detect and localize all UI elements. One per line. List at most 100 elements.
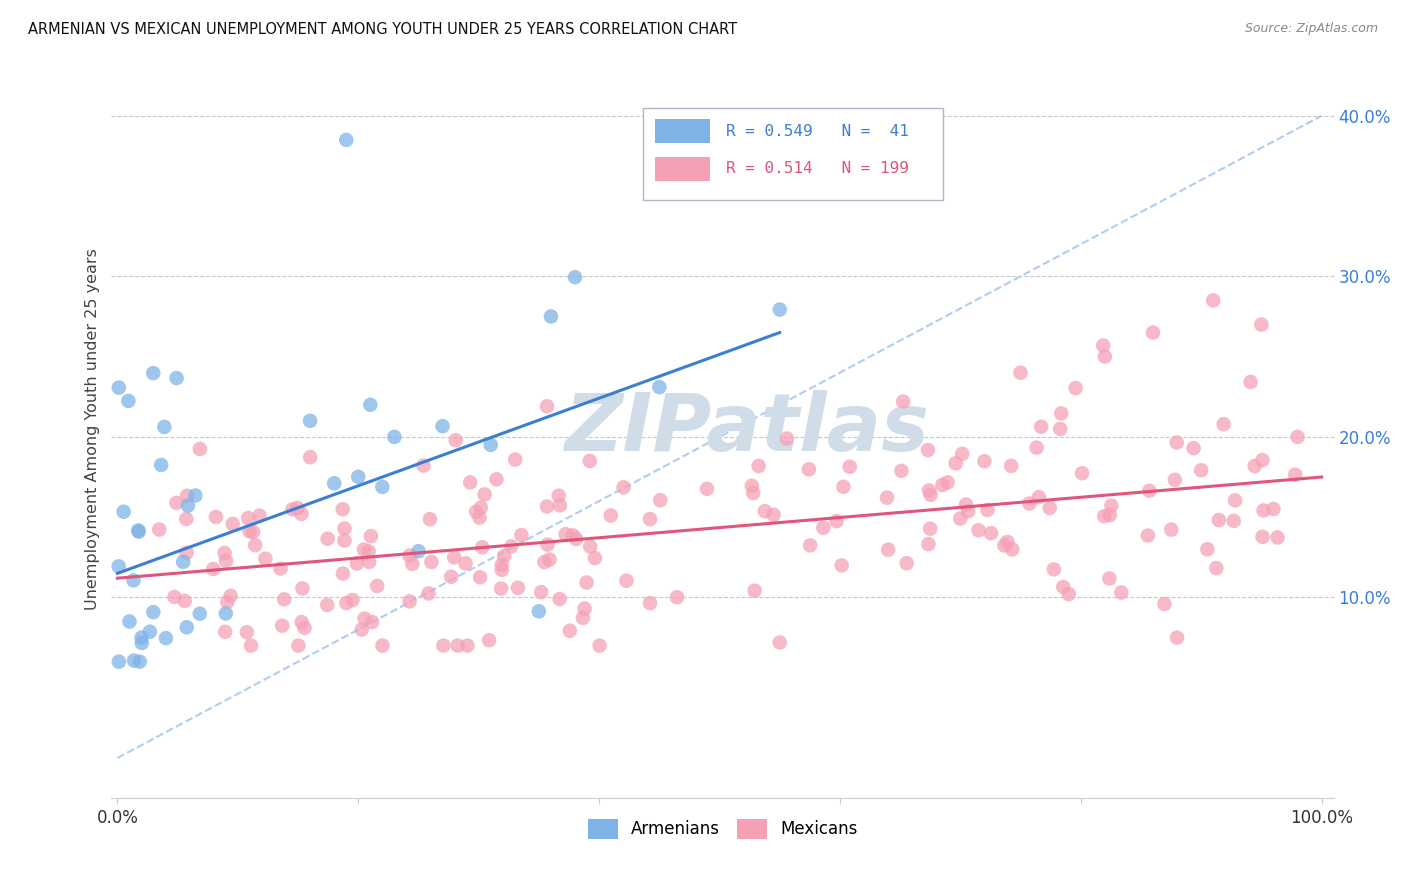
Point (980, 526, 1002, 541)
Point (503, 452, 526, 467)
Point (876, 491, 898, 505)
Point (335, 596, 357, 610)
Point (188, 442, 211, 456)
Point (665, 591, 688, 605)
Point (163, 590, 186, 604)
Point (173, 594, 195, 608)
Point (165, 496, 187, 510)
Point (342, 593, 364, 607)
Point (744, 583, 766, 598)
Point (741, 479, 763, 493)
Point (1153, 597, 1175, 611)
Point (398, 549, 420, 563)
Point (474, 487, 496, 501)
Point (176, 620, 198, 634)
Point (291, 582, 314, 596)
Point (967, 523, 990, 537)
Point (579, 540, 602, 554)
Point (574, 601, 596, 615)
Point (1071, 467, 1094, 481)
Point (489, 582, 512, 596)
Point (217, 595, 239, 609)
Point (172, 555, 194, 569)
Point (323, 476, 346, 491)
Text: ZIPatlas: ZIPatlas (564, 390, 929, 468)
Point (240, 639, 263, 653)
Point (813, 521, 835, 535)
Point (931, 478, 953, 492)
Point (1136, 528, 1159, 542)
Point (891, 394, 914, 409)
Point (418, 586, 440, 600)
Point (797, 462, 820, 476)
Point (454, 557, 477, 571)
Point (1057, 587, 1080, 601)
Text: R = 0.514   N = 199: R = 0.514 N = 199 (725, 161, 910, 177)
Point (1182, 441, 1205, 455)
Point (1212, 417, 1234, 432)
Point (184, 488, 207, 502)
Point (588, 639, 610, 653)
Point (1018, 496, 1040, 510)
Point (1142, 326, 1164, 340)
Point (530, 585, 553, 599)
Point (1202, 293, 1225, 308)
Point (973, 454, 995, 468)
Point (762, 508, 785, 522)
Point (239, 524, 262, 539)
Point (236, 625, 259, 640)
Point (536, 400, 558, 414)
Point (1243, 459, 1265, 474)
Text: ARMENIAN VS MEXICAN UNEMPLOYMENT AMONG YOUTH UNDER 25 YEARS CORRELATION CHART: ARMENIAN VS MEXICAN UNEMPLOYMENT AMONG Y… (28, 22, 737, 37)
Point (1098, 508, 1121, 523)
Point (1251, 530, 1274, 544)
Point (527, 604, 550, 618)
Point (547, 489, 569, 503)
Point (1164, 473, 1187, 487)
Point (572, 611, 595, 625)
Point (1094, 350, 1116, 364)
Point (360, 529, 382, 543)
Point (1166, 435, 1188, 450)
Point (506, 581, 529, 595)
Point (238, 511, 260, 525)
Point (112, 505, 135, 519)
Point (976, 503, 998, 517)
Point (131, 631, 153, 645)
Point (1197, 542, 1219, 557)
Point (1092, 509, 1115, 524)
Point (638, 596, 661, 610)
Point (920, 488, 942, 502)
Point (1253, 503, 1275, 517)
Point (166, 371, 188, 385)
Point (150, 458, 173, 472)
Point (1111, 585, 1133, 599)
Point (561, 528, 583, 542)
Point (316, 532, 339, 546)
Point (249, 508, 271, 523)
Point (470, 500, 492, 515)
Point (1222, 514, 1244, 528)
Point (554, 527, 576, 541)
Point (650, 493, 672, 508)
Point (616, 574, 638, 588)
Point (176, 489, 198, 503)
Point (273, 592, 295, 607)
Point (1286, 430, 1309, 444)
Point (748, 458, 770, 473)
Point (366, 579, 388, 593)
Point (950, 447, 973, 461)
Point (153, 420, 176, 434)
Point (333, 533, 356, 548)
Point (359, 398, 381, 412)
Point (1223, 493, 1246, 508)
Point (432, 639, 454, 653)
Point (1205, 561, 1227, 575)
Point (877, 542, 900, 557)
Point (1010, 366, 1032, 380)
Point (443, 550, 465, 565)
Point (742, 486, 765, 500)
Point (177, 499, 200, 513)
Point (540, 310, 562, 324)
Point (335, 133, 357, 147)
